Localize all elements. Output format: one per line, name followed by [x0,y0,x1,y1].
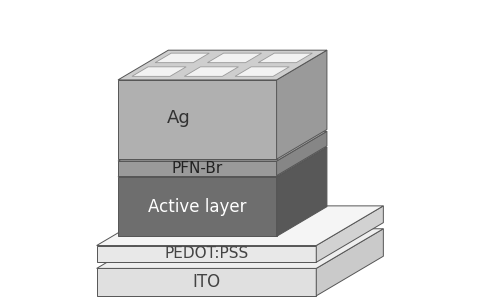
Polygon shape [118,177,276,236]
Polygon shape [207,53,262,63]
Text: ITO: ITO [192,273,220,291]
Text: Active layer: Active layer [148,198,247,216]
Polygon shape [132,67,186,76]
Polygon shape [235,67,289,76]
Polygon shape [96,246,316,262]
Polygon shape [258,53,312,63]
Polygon shape [118,50,327,80]
Polygon shape [316,206,384,262]
Polygon shape [118,161,276,176]
Polygon shape [276,50,327,159]
Polygon shape [96,229,384,268]
Polygon shape [316,229,384,296]
Polygon shape [96,206,384,246]
Text: PFN-Br: PFN-Br [172,161,223,176]
Polygon shape [276,131,327,176]
Text: PEDOT:PSS: PEDOT:PSS [164,246,249,261]
Polygon shape [118,80,276,159]
Polygon shape [118,131,327,161]
Polygon shape [96,268,316,296]
Polygon shape [118,147,327,177]
Polygon shape [276,147,327,236]
Text: Ag: Ag [167,109,190,127]
Polygon shape [184,67,239,76]
Polygon shape [155,53,209,63]
